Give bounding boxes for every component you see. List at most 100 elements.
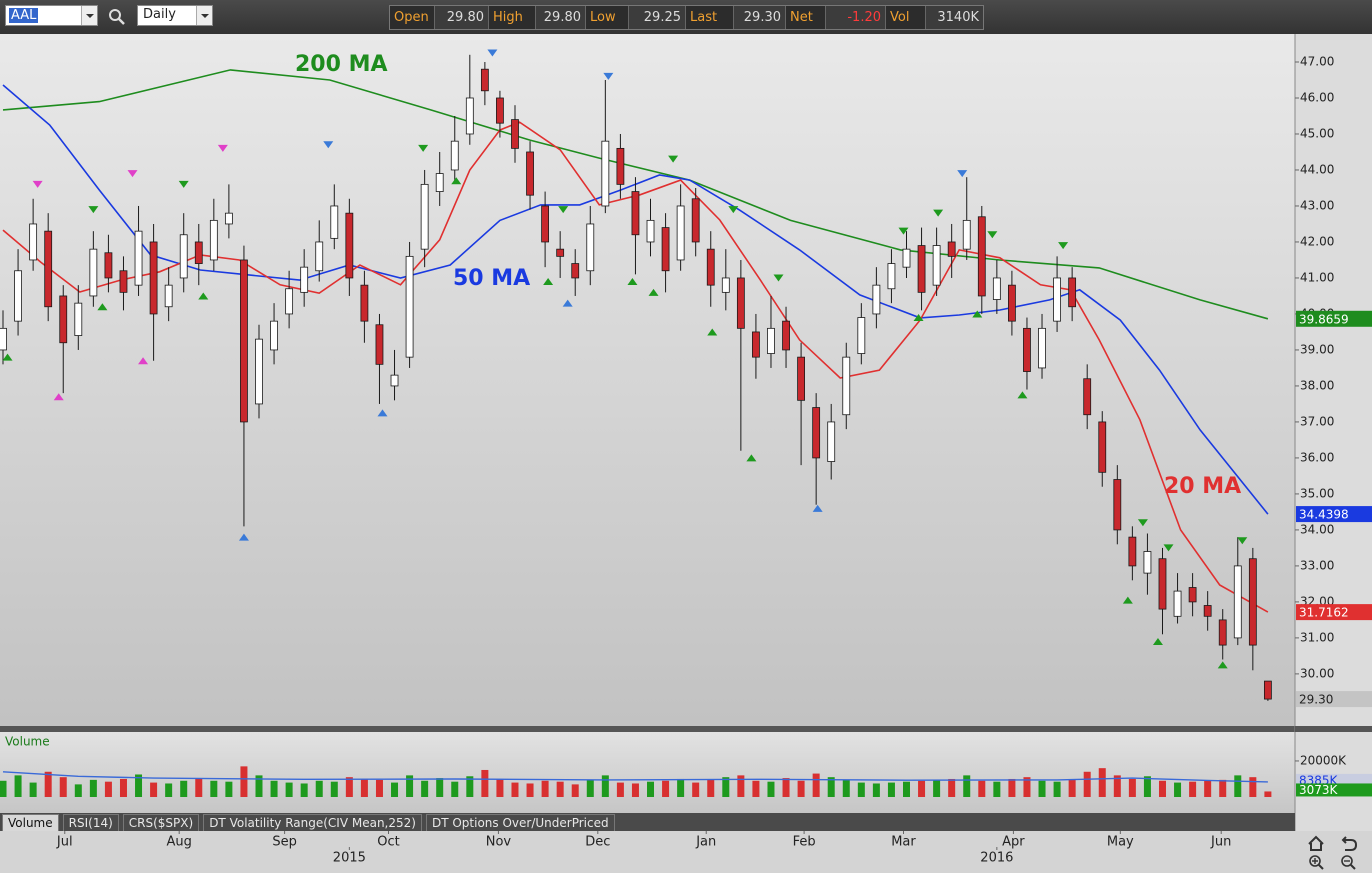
tab[interactable]: DT Options Over/UnderPriced — [425, 814, 615, 831]
value-badge-label: 34.4398 — [1299, 508, 1349, 522]
zoom-out-icon[interactable] — [1341, 855, 1356, 870]
interval-text: Daily — [143, 7, 176, 22]
candle-body — [104, 252, 113, 279]
pivot-signal — [773, 274, 784, 282]
volume-bar — [842, 779, 850, 797]
volume-bar — [270, 780, 278, 797]
candle-body — [526, 151, 534, 196]
volume-bar — [1023, 777, 1031, 797]
candle-body — [1233, 565, 1242, 639]
y-tick-label: 31.00 — [1300, 630, 1334, 644]
candle-body — [420, 183, 429, 250]
volume-bar — [526, 783, 534, 797]
candle-body — [1248, 558, 1257, 646]
volume-bar — [466, 776, 474, 797]
pivot-signal — [451, 177, 462, 185]
candle-body — [571, 263, 580, 279]
pivot-signal — [238, 533, 249, 541]
candle-body — [661, 227, 670, 272]
pivot-signal — [323, 141, 334, 149]
interval-select[interactable]: Daily — [137, 5, 213, 26]
candle-body — [646, 219, 655, 243]
pivot-signal — [418, 144, 429, 152]
x-tick-label: Sep — [272, 835, 297, 850]
volume-last-badge — [1296, 783, 1372, 797]
y-tick-label: 47.00 — [1300, 54, 1334, 68]
candle-body — [752, 331, 760, 358]
pivot-signal — [987, 231, 998, 239]
candle-body — [164, 284, 173, 308]
y-tick-label: 38.00 — [1300, 378, 1334, 392]
x-tick-label: Mar — [891, 835, 916, 850]
pivot-signal — [1237, 537, 1248, 545]
pivot-signal — [2, 353, 13, 361]
volume-bar — [812, 773, 820, 797]
volume-bar — [782, 778, 790, 797]
y-tick-label: 35.00 — [1300, 486, 1334, 500]
volume-bar — [933, 779, 941, 797]
volume-bar — [14, 775, 22, 797]
pane-divider — [1295, 726, 1372, 732]
pane-divider[interactable] — [0, 726, 1295, 732]
candle-body — [736, 277, 745, 329]
volume-bar — [210, 780, 218, 797]
tab[interactable]: CRS($SPX) — [122, 814, 200, 831]
undo-icon[interactable] — [1341, 836, 1358, 851]
candle-body — [556, 248, 565, 257]
volume-bar — [180, 780, 188, 797]
volume-bar — [59, 777, 67, 797]
volume-bar — [44, 771, 52, 797]
candle-body — [134, 230, 143, 286]
x-tick-label: Jun — [1210, 835, 1231, 850]
volume-bar — [601, 775, 609, 797]
candle-body — [691, 198, 700, 243]
pivot-signal — [543, 278, 554, 286]
search-icon[interactable] — [107, 7, 127, 27]
pivot-signal — [728, 206, 739, 214]
candle-body — [1173, 590, 1182, 617]
volume-bar — [872, 783, 880, 797]
volume-bar — [616, 782, 624, 797]
symbol-input[interactable]: AAL — [5, 5, 98, 26]
candle-body — [721, 277, 730, 293]
volume-bar — [737, 775, 745, 797]
interval-dropdown[interactable] — [196, 6, 212, 25]
pivot-signal — [746, 454, 757, 462]
candle-body — [209, 219, 218, 261]
volume-bar — [1083, 771, 1091, 797]
value-badge-label: 39.8659 — [1299, 312, 1349, 326]
volume-bar — [104, 781, 112, 797]
candle-body — [1218, 619, 1227, 646]
volume-bar — [857, 782, 865, 797]
candle-body — [1038, 327, 1046, 369]
candle-body — [224, 212, 233, 225]
home-icon[interactable] — [1308, 835, 1324, 851]
candle-body — [119, 270, 128, 293]
volume-bar — [165, 783, 173, 797]
x-tick-label: Jul — [56, 835, 73, 850]
candle-body — [1083, 378, 1092, 416]
tab[interactable]: Volume — [2, 814, 59, 831]
volume-bar — [1174, 782, 1182, 797]
ma-annotation: 200 MA — [295, 52, 388, 77]
candle-body — [511, 119, 519, 149]
candle-body — [932, 245, 941, 286]
ma-annotation: 50 MA — [453, 266, 530, 291]
zoom-in-icon[interactable] — [1309, 855, 1324, 870]
pivot-signal — [1217, 661, 1228, 669]
tab[interactable]: RSI(14) — [62, 814, 119, 831]
volume-bar — [225, 781, 233, 797]
pivot-signal — [972, 310, 983, 318]
candle-body — [1068, 277, 1077, 308]
candle-body — [405, 255, 414, 358]
symbol-dropdown[interactable] — [81, 6, 97, 25]
volume-bar — [240, 766, 248, 797]
value-badge — [1296, 506, 1372, 523]
candle-body — [631, 191, 640, 236]
quote-value: 29.80 — [536, 6, 586, 29]
pivot-signal — [1122, 596, 1133, 604]
candle-body — [179, 234, 188, 279]
tab[interactable]: DT Volatility Range(CIV Mean,252) — [203, 814, 422, 831]
candle-body — [541, 205, 550, 243]
